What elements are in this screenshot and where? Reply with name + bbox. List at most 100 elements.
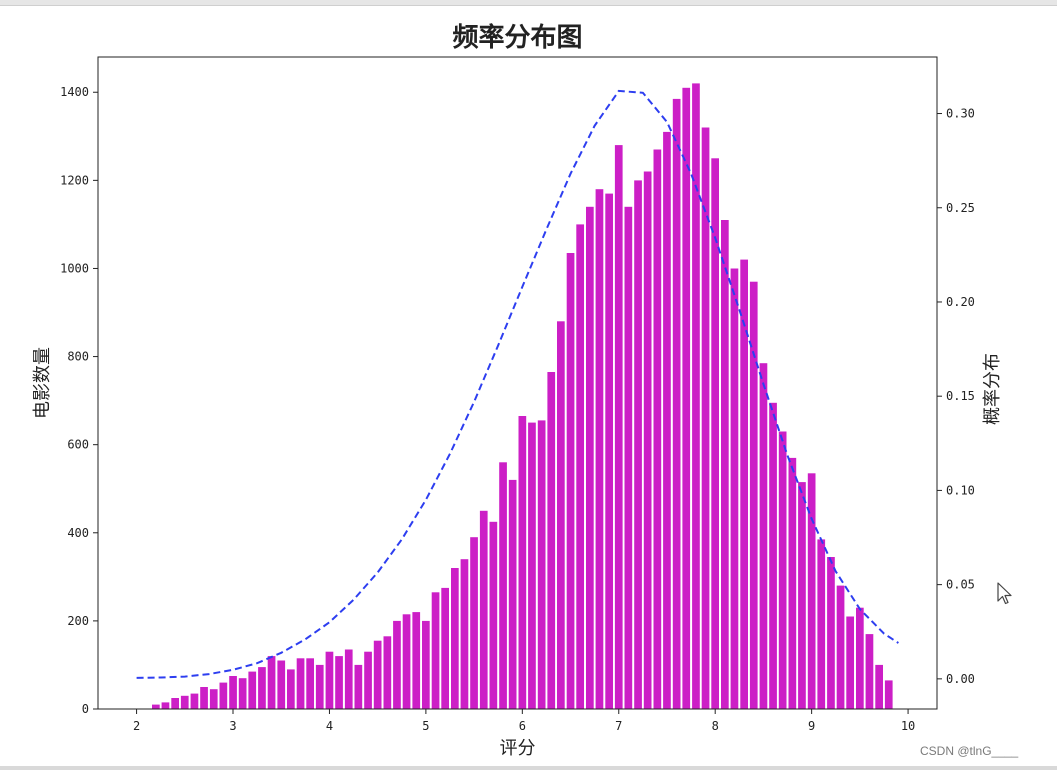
bar	[402, 614, 411, 709]
bar	[325, 651, 334, 709]
bar	[528, 422, 536, 709]
bar	[614, 145, 623, 710]
y-tick-label: 200	[67, 614, 89, 628]
chart-title: 频率分布图	[452, 22, 582, 53]
bar	[721, 220, 729, 709]
bar	[422, 620, 430, 709]
x-tick-label: 8	[712, 719, 719, 733]
bar	[200, 687, 208, 709]
bar	[595, 189, 604, 709]
bar	[856, 607, 864, 709]
x-tick-label: 2	[133, 719, 140, 733]
bar	[518, 416, 527, 709]
bar	[373, 640, 382, 709]
bar	[769, 402, 777, 709]
bar	[248, 671, 257, 709]
y-tick-label: 0	[82, 702, 89, 716]
bar	[692, 83, 700, 709]
plot-frame	[97, 56, 938, 710]
right-y-tick-label: 0.25	[946, 201, 975, 215]
y-tick-label: 1200	[60, 173, 89, 187]
bar	[296, 658, 305, 709]
bar	[759, 363, 768, 709]
bar	[682, 87, 691, 710]
bar	[749, 281, 758, 709]
bar	[663, 131, 671, 709]
y-tick-label: 800	[67, 350, 89, 364]
bar	[267, 656, 276, 709]
bar	[190, 693, 199, 709]
window-bottom-bar	[0, 766, 1057, 770]
bar	[364, 651, 372, 709]
window-top-bar	[0, 0, 1057, 6]
bar	[499, 462, 507, 709]
x-tick-label: 6	[519, 719, 526, 733]
x-tick-label: 7	[615, 719, 622, 733]
bar	[489, 521, 498, 709]
bar	[479, 510, 488, 709]
bar	[865, 634, 874, 709]
bar	[152, 704, 160, 709]
bar	[335, 656, 343, 709]
bar	[807, 473, 816, 709]
bar	[846, 616, 854, 709]
bar-series	[152, 83, 893, 710]
bar	[875, 664, 883, 709]
bar	[605, 193, 613, 710]
bar	[547, 372, 556, 709]
bar	[393, 620, 401, 709]
bar	[470, 537, 478, 709]
bar	[586, 206, 594, 710]
bar	[306, 658, 314, 709]
x-tick-label: 9	[808, 719, 815, 733]
bar	[383, 636, 392, 709]
watermark-text: CSDN @tlnG____	[920, 744, 1019, 758]
right-y-axis-ticks: 0.00 0.05 0.10 0.15 0.20 0.25 0.30	[937, 107, 975, 686]
bar	[884, 680, 893, 709]
bar	[817, 539, 826, 709]
bar	[209, 689, 218, 709]
curve-line	[136, 89, 899, 679]
bar	[557, 321, 565, 709]
x-axis-ticks: 2 3 4 5 6 7 8 9 10	[133, 709, 915, 733]
bar	[219, 682, 228, 709]
y-tick-label: 1400	[60, 85, 89, 99]
bar	[778, 431, 787, 709]
bar	[730, 268, 739, 709]
bar	[229, 676, 237, 709]
bar	[441, 587, 449, 709]
bar	[643, 171, 652, 709]
bar	[161, 702, 170, 709]
x-tick-label: 4	[326, 719, 333, 733]
bar	[238, 678, 247, 709]
bar	[287, 669, 295, 709]
y-tick-label: 400	[67, 526, 89, 540]
right-y-tick-label: 0.20	[946, 295, 975, 309]
mouse-cursor-icon	[997, 582, 1012, 605]
bar	[460, 559, 469, 709]
bar	[431, 592, 440, 709]
bar	[354, 664, 363, 709]
bar	[315, 664, 324, 709]
probability-curve	[136, 89, 899, 679]
bar	[412, 612, 421, 709]
bar	[258, 667, 266, 709]
bar	[827, 557, 835, 709]
bar	[634, 180, 642, 709]
bar	[576, 224, 584, 709]
right-y-tick-label: 0.05	[946, 578, 975, 592]
right-y-tick-label: 0.15	[946, 389, 975, 403]
right-y-tick-label: 0.00	[946, 672, 975, 686]
x-tick-label: 10	[901, 719, 915, 733]
bar	[836, 585, 845, 709]
bar	[624, 206, 633, 710]
bar	[798, 482, 806, 709]
bar	[451, 568, 459, 709]
y-tick-label: 1000	[60, 261, 89, 275]
bar	[171, 698, 179, 709]
right-y-axis-label: 概率分布	[982, 353, 1003, 425]
y-axis-label: 电影数量	[32, 347, 53, 419]
bar	[508, 479, 517, 709]
bar	[537, 420, 546, 709]
x-tick-label: 5	[422, 719, 429, 733]
